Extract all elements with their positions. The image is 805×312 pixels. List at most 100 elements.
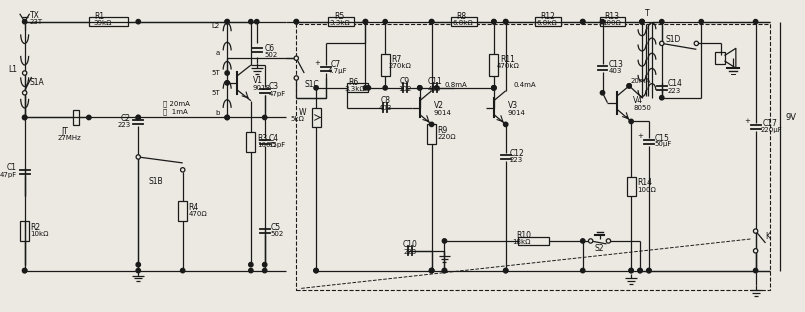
Text: 5T: 5T [212, 70, 221, 76]
Circle shape [580, 19, 585, 24]
Text: 9018: 9018 [253, 85, 270, 91]
Circle shape [254, 19, 259, 24]
Text: 403: 403 [378, 105, 392, 110]
Circle shape [429, 268, 434, 273]
Bar [627, 177, 636, 197]
Circle shape [504, 19, 508, 24]
Text: C6: C6 [265, 44, 275, 53]
Circle shape [629, 268, 634, 273]
Circle shape [249, 268, 253, 273]
Text: 50μF: 50μF [654, 141, 672, 147]
Circle shape [601, 90, 605, 95]
Text: 6.8kΩ: 6.8kΩ [452, 20, 473, 26]
Circle shape [23, 90, 27, 95]
Circle shape [180, 268, 185, 273]
Text: T: T [645, 9, 650, 18]
Text: 470Ω: 470Ω [188, 211, 208, 217]
Text: C2: C2 [121, 114, 130, 123]
Text: C12: C12 [510, 149, 524, 158]
Text: 5T: 5T [212, 90, 221, 96]
Circle shape [492, 86, 496, 90]
Text: C5: C5 [270, 223, 281, 232]
Text: 3.3kΩ: 3.3kΩ [345, 86, 365, 92]
Text: 100Ω: 100Ω [637, 187, 656, 193]
Text: R12: R12 [540, 12, 555, 21]
Circle shape [225, 115, 229, 119]
Circle shape [314, 268, 318, 273]
Text: R8: R8 [456, 12, 466, 21]
Text: 220μF: 220μF [761, 127, 782, 133]
Text: R5: R5 [334, 12, 344, 21]
Bar [715, 52, 725, 64]
Text: 223: 223 [117, 122, 130, 128]
Circle shape [492, 19, 496, 24]
Text: R14: R14 [637, 178, 652, 187]
Circle shape [504, 19, 508, 24]
Circle shape [429, 268, 434, 273]
Circle shape [442, 268, 447, 273]
Text: C15: C15 [654, 134, 670, 143]
Bar [427, 124, 436, 144]
Bar [518, 236, 549, 246]
Circle shape [580, 19, 585, 24]
Circle shape [492, 86, 496, 90]
Circle shape [627, 84, 631, 88]
Bar [535, 17, 561, 26]
Circle shape [249, 262, 253, 267]
Circle shape [23, 19, 27, 24]
Circle shape [601, 19, 605, 24]
Circle shape [640, 19, 644, 24]
Text: +: + [314, 60, 320, 66]
Circle shape [588, 239, 592, 243]
Circle shape [314, 268, 318, 273]
Circle shape [699, 19, 704, 24]
Text: 223: 223 [403, 249, 416, 255]
Circle shape [136, 19, 140, 24]
Text: 9014: 9014 [508, 110, 526, 115]
Text: V3: V3 [508, 101, 518, 110]
Circle shape [23, 115, 27, 119]
Bar [312, 108, 320, 127]
Text: 223: 223 [510, 157, 523, 163]
Bar [600, 17, 625, 26]
Bar [381, 54, 390, 76]
Circle shape [694, 41, 699, 46]
Text: R7: R7 [391, 55, 402, 64]
Circle shape [383, 19, 387, 24]
Circle shape [646, 268, 651, 273]
Circle shape [640, 19, 644, 24]
Circle shape [136, 115, 140, 119]
Bar [20, 221, 29, 241]
Circle shape [294, 56, 299, 61]
Bar [452, 17, 477, 26]
Text: 9V: 9V [785, 113, 796, 122]
Circle shape [23, 115, 27, 119]
Circle shape [606, 239, 611, 243]
Bar [328, 17, 353, 26]
Text: S1B: S1B [149, 177, 163, 186]
Text: R10: R10 [516, 231, 531, 240]
Text: R4: R4 [188, 203, 199, 212]
Text: 10kΩ: 10kΩ [31, 231, 49, 237]
Text: R3: R3 [257, 134, 267, 143]
Bar [246, 132, 255, 152]
Circle shape [87, 115, 91, 119]
Text: 270kΩ: 270kΩ [388, 63, 411, 69]
Bar [89, 17, 128, 26]
Circle shape [429, 19, 434, 24]
Text: C9: C9 [400, 77, 410, 86]
Text: 0.8mA: 0.8mA [444, 82, 467, 88]
Circle shape [580, 268, 585, 273]
Circle shape [659, 19, 664, 24]
Text: C7: C7 [331, 60, 341, 69]
Circle shape [23, 268, 27, 273]
Text: 20mA: 20mA [630, 78, 650, 84]
Text: 75pF: 75pF [269, 142, 286, 148]
Text: C17: C17 [762, 119, 778, 128]
Circle shape [23, 268, 27, 273]
Text: 6.8kΩ: 6.8kΩ [536, 20, 557, 26]
Circle shape [314, 86, 318, 90]
Bar [178, 202, 187, 221]
Circle shape [629, 268, 634, 273]
Circle shape [262, 115, 267, 119]
